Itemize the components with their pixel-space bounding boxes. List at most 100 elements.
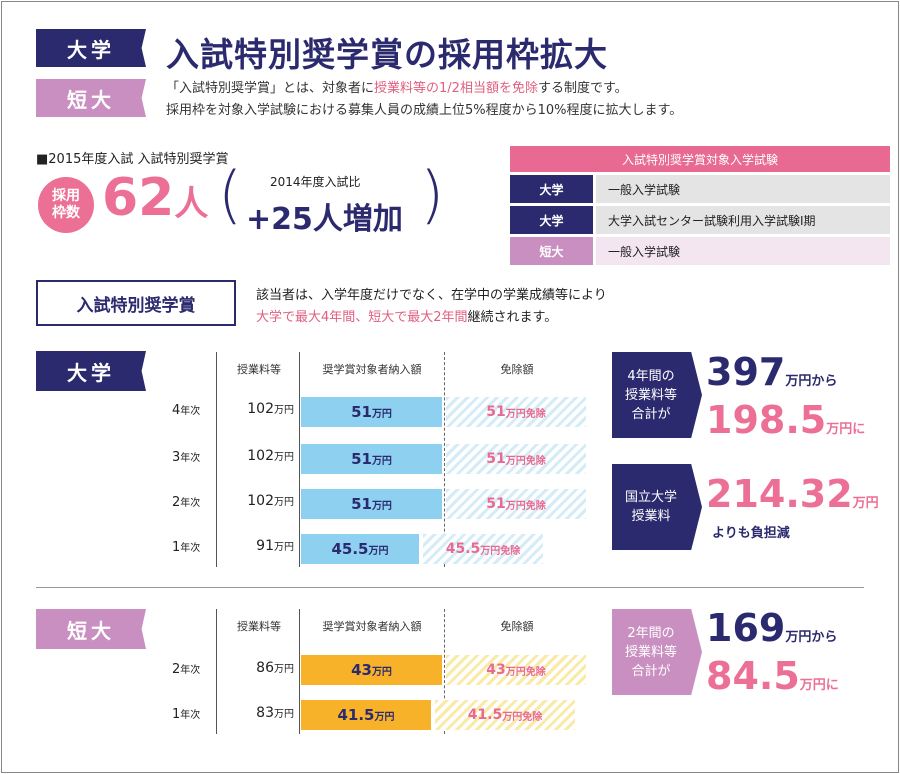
exemption-bar: 51 万円免除 [446, 397, 586, 427]
junior-from-value: 169 [706, 606, 786, 650]
exemption-unit: 万円免除 [502, 711, 543, 723]
univ-from-unit: 万円から [785, 374, 838, 389]
tuition-value: 83万円 [222, 705, 294, 721]
payment-bar: 43 万円 [301, 655, 442, 685]
junior-total-from: 169万円から [706, 606, 837, 650]
scholarship-desc-line-1: 該当者は、入学年度だけでなく、在学中の学業成績等により [256, 288, 607, 303]
tuition-number: 91 [256, 538, 274, 554]
year-number: 2 [172, 662, 181, 677]
payment-unit: 万円 [371, 408, 392, 420]
compare-value: +25人増加 [246, 202, 403, 237]
exam-row-type: 短大 [510, 237, 593, 265]
univ-total-from: 397万円から [706, 350, 837, 394]
col-head-tuition: 授業料等 [237, 363, 281, 376]
payment-bar: 51 万円 [301, 397, 442, 427]
exam-table-row: 短大 一般入学試験 [510, 237, 890, 265]
year-number: 1 [172, 540, 181, 555]
circle-line-2: 枠数 [52, 205, 80, 221]
quota-heading: ■2015年度入試 入試特別奨学賞 [36, 152, 229, 167]
column-divider [216, 609, 217, 734]
tuition-unit: 万円 [274, 452, 294, 463]
exemption-bar: 51 万円免除 [446, 444, 586, 474]
junior-total-to: 84.5万円に [706, 654, 839, 698]
column-divider [299, 352, 300, 567]
page-title: 入試特別奨学賞の採用枠拡大 [166, 35, 608, 74]
exemption-number: 51 [486, 404, 506, 420]
payment-unit: 万円 [371, 666, 392, 678]
quota-count: 62人 [102, 168, 208, 228]
tuition-value: 102万円 [222, 448, 294, 464]
tuition-value: 102万円 [222, 401, 294, 417]
circle-line-1: 採用 [52, 188, 80, 204]
tuition-unit: 万円 [274, 664, 294, 675]
tuition-number: 83 [256, 705, 274, 721]
right-paren: ) [420, 158, 445, 231]
exam-row-name: 大学入試センター試験利用入学試験Ⅰ期 [596, 206, 890, 234]
exam-row-type: 大学 [510, 175, 593, 203]
year-unit: 年次 [180, 498, 201, 509]
national-tuition-value: 214.32万円 [706, 472, 879, 516]
univ-to-unit: 万円に [826, 422, 866, 437]
payment-number: 51 [351, 495, 372, 513]
year-number: 4 [172, 403, 181, 418]
quota-count-unit: 人 [174, 184, 209, 224]
scholarship-desc-line-2: 大学で最大4年間、短大で最大2年間継続されます。 [256, 307, 557, 329]
junior-section-tag: 短大 [36, 609, 146, 649]
year-number: 1 [172, 707, 181, 722]
tuition-number: 86 [256, 660, 274, 676]
exemption-bar: 51 万円免除 [446, 489, 586, 519]
exemption-unit: 万円免除 [505, 408, 546, 420]
col-head-payment: 奨学賞対象者納入額 [322, 620, 422, 633]
quota-circle-badge: 採用 枠数 [38, 177, 94, 233]
year-unit: 年次 [180, 453, 201, 464]
year-number: 2 [172, 495, 181, 510]
year-label: 2年次 [172, 661, 200, 677]
tuition-unit: 万円 [274, 542, 294, 553]
payment-number: 41.5 [337, 706, 375, 724]
intro-highlight: 授業料等の1/2相当額を免除 [374, 81, 538, 96]
junior-to-unit: 万円に [799, 678, 839, 693]
tuition-unit: 万円 [274, 497, 294, 508]
year-unit: 年次 [180, 710, 201, 721]
year-label: 2年次 [172, 494, 200, 510]
burden-reduction-note: よりも負担減 [712, 526, 790, 541]
col-head-tuition: 授業料等 [237, 620, 281, 633]
exemption-bar: 43 万円免除 [446, 655, 586, 685]
arrow-line-1: 国立大学 [624, 490, 677, 505]
junior-total-arrow: 2年間の 授業料等 合計が [612, 609, 702, 695]
scholarship-desc-rest: 継続されます。 [467, 310, 558, 325]
exemption-number: 51 [486, 496, 506, 512]
university-section-tag: 大学 [36, 351, 146, 391]
scholarship-label-box: 入試特別奨学賞 [36, 280, 236, 326]
payment-number: 51 [351, 450, 372, 468]
intro-text-c: する制度です。 [537, 81, 628, 96]
arrow-line-2: 授業料等 [624, 387, 677, 403]
left-paren: ( [218, 158, 243, 231]
exam-table: 入試特別奨学賞対象入学試験 大学 一般入学試験 大学 大学入試センター試験利用入… [510, 146, 890, 265]
exemption-unit: 万円免除 [505, 455, 546, 467]
exam-table-row: 大学 一般入学試験 [510, 175, 890, 203]
year-label: 1年次 [172, 706, 200, 722]
year-number: 3 [172, 450, 181, 465]
univ-to-value: 198.5 [706, 398, 827, 442]
exam-row-name: 一般入学試験 [596, 237, 890, 265]
tuition-number: 102 [247, 401, 274, 417]
intro-line-2: 採用枠を対象入学試験における募集人員の成績上位5%程度から10%程度に拡大します… [166, 103, 683, 118]
junior-from-unit: 万円から [785, 630, 838, 645]
exemption-unit: 万円免除 [505, 500, 546, 512]
univ-from-value: 397 [706, 350, 786, 394]
payment-bar: 45.5 万円 [301, 534, 419, 564]
tuition-value: 91万円 [222, 538, 294, 554]
tuition-value: 102万円 [222, 493, 294, 509]
national-tuition-arrow: 国立大学 授業料 [612, 464, 702, 550]
column-divider [216, 352, 217, 567]
payment-bar: 51 万円 [301, 489, 442, 519]
payment-unit: 万円 [371, 500, 392, 512]
univ-total-to: 198.5万円に [706, 398, 865, 442]
national-value: 214.32 [706, 472, 853, 516]
arrow-line-2: 授業料等 [624, 644, 677, 660]
scholarship-desc-highlight: 大学で最大4年間、短大で最大2年間 [256, 310, 468, 325]
year-label: 3年次 [172, 449, 200, 465]
tuition-number: 102 [247, 448, 274, 464]
junior-tag-label: 短大 [67, 87, 115, 112]
